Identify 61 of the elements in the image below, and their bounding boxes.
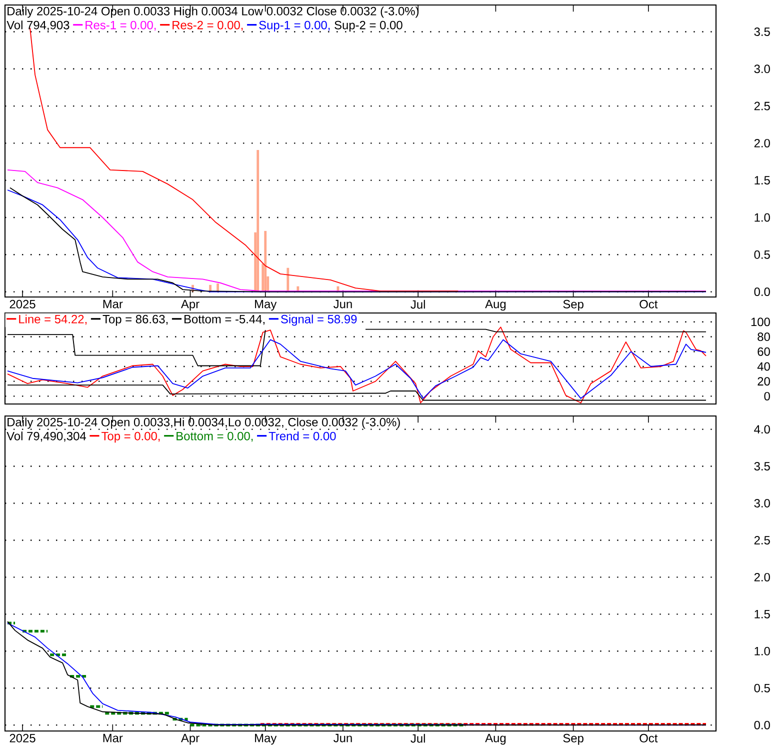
legend-label: Bottom = 0.00, <box>176 432 253 442</box>
chart-title: Daily 2025-10-24 Open 0.0033,Hi 0.0034,Lo 0.0032, Close 0.0032 (-3.0%) <box>8 418 400 429</box>
annotation: Sup-2 = 0.00 <box>334 20 402 32</box>
legend-label: Top = 86.63, <box>102 314 168 326</box>
x-tick-label: Jun <box>334 300 352 308</box>
x-tick-label: Oct <box>640 300 658 308</box>
legend-label: Bottom = -5.44, <box>184 315 265 325</box>
x-tick-label: Oct <box>640 734 658 742</box>
x-tick-label: Sep <box>563 300 584 311</box>
y-tick-label: 0.0 <box>754 288 770 296</box>
y-tick-label: 0.5 <box>754 684 770 692</box>
line-series <box>7 339 706 399</box>
y-tick-label: 2.0 <box>754 572 770 582</box>
x-tick-label: Apr <box>180 734 200 745</box>
y-tick-label: 2.5 <box>754 536 770 544</box>
y-tick-label: 2.0 <box>754 138 770 148</box>
text: Vol 79,490,304 <box>6 432 86 442</box>
y-tick-label: 1.5 <box>754 176 770 185</box>
y-tick-label: 100 <box>751 318 770 326</box>
y-tick-label: 40 <box>757 362 770 371</box>
legend-label: Top = 0.00, <box>102 432 160 443</box>
line-series <box>7 326 706 404</box>
legend-label: Res-1 = 0.00, <box>86 20 156 31</box>
text: Vol 794,903 <box>6 20 70 31</box>
x-tick-label: Mar <box>103 734 123 742</box>
y-tick-label: 0.0 <box>754 720 770 730</box>
y-tick-label: 0.5 <box>754 250 770 259</box>
x-tick-label: Mar <box>103 300 123 308</box>
x-tick-label: May <box>255 734 277 745</box>
x-tick-label: Sep <box>563 734 584 745</box>
y-tick-label: 20 <box>758 377 770 386</box>
legend-label: Sup-1 = 0.00, <box>259 20 330 32</box>
bar <box>286 268 290 292</box>
y-tick-label: 3.5 <box>754 462 770 471</box>
legend-label: Signal = 58.99 <box>281 314 357 326</box>
y-tick-label: 80 <box>758 332 770 342</box>
y-tick-label: 60 <box>758 347 770 356</box>
y-tick-label: 1.0 <box>754 646 770 656</box>
x-tick-label: 2025 <box>10 300 36 308</box>
y-tick-label: 3.0 <box>754 64 770 74</box>
y-tick-label: 4.0 <box>754 425 770 434</box>
x-tick-label: 2025 <box>10 734 36 742</box>
legend-label: Res-2 = 0.00, <box>172 20 243 31</box>
y-tick-label: 2.5 <box>754 102 770 110</box>
chart-title: Daily 2025-10-24 Open 0.0033 High 0.0034 Low 0.0032 Close 0.0032 (-3.0%) <box>8 6 419 18</box>
y-tick-label: 3.5 <box>754 28 770 36</box>
y-tick-label: 0 <box>764 392 770 400</box>
x-tick-label: Aug <box>485 734 506 745</box>
x-tick-label: Aug <box>485 300 506 311</box>
x-tick-label: Jul <box>410 300 425 309</box>
legend-label: Trend = 0.00 <box>268 432 336 440</box>
y-tick-label: 1.0 <box>754 213 770 222</box>
legend-label: Line = 54.22, <box>19 314 87 325</box>
x-tick-label: Jul <box>410 734 425 743</box>
x-tick-label: May <box>255 300 277 311</box>
y-tick-label: 1.5 <box>754 610 770 618</box>
bar <box>264 230 267 292</box>
x-tick-label: Apr <box>180 300 200 311</box>
bar <box>256 150 260 292</box>
y-tick-label: 3.0 <box>754 499 770 508</box>
x-tick-label: Jun <box>334 734 352 742</box>
